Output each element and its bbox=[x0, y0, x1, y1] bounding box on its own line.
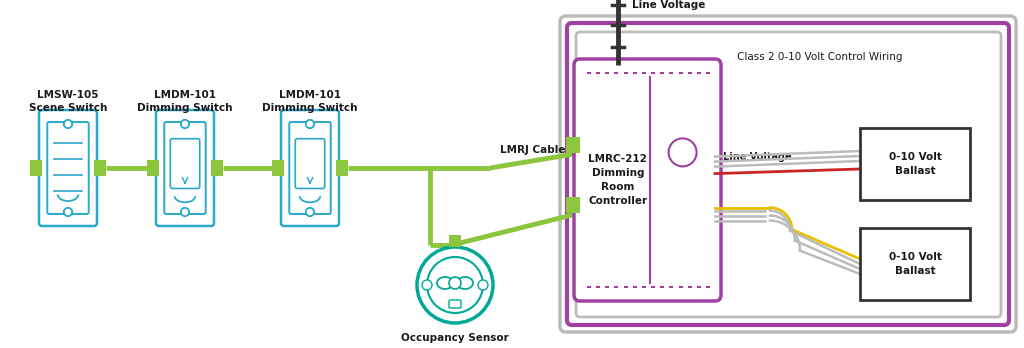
FancyBboxPatch shape bbox=[281, 110, 339, 226]
Text: Line Voltage: Line Voltage bbox=[723, 151, 792, 161]
FancyBboxPatch shape bbox=[560, 16, 1016, 332]
Circle shape bbox=[422, 280, 432, 290]
Text: LMDM-101: LMDM-101 bbox=[279, 90, 341, 100]
FancyBboxPatch shape bbox=[336, 160, 348, 176]
Text: LMSW-105: LMSW-105 bbox=[37, 90, 98, 100]
Circle shape bbox=[669, 139, 696, 166]
FancyBboxPatch shape bbox=[566, 197, 580, 213]
Text: Dimming Switch: Dimming Switch bbox=[262, 103, 357, 113]
FancyBboxPatch shape bbox=[295, 139, 325, 189]
FancyBboxPatch shape bbox=[170, 139, 200, 189]
Circle shape bbox=[181, 208, 189, 216]
FancyBboxPatch shape bbox=[39, 110, 97, 226]
FancyBboxPatch shape bbox=[575, 32, 1001, 317]
FancyBboxPatch shape bbox=[94, 160, 106, 176]
FancyBboxPatch shape bbox=[567, 23, 1009, 325]
Text: LMRJ Cables: LMRJ Cables bbox=[500, 145, 571, 155]
Circle shape bbox=[306, 208, 314, 216]
Circle shape bbox=[63, 120, 72, 128]
FancyBboxPatch shape bbox=[449, 300, 461, 308]
Circle shape bbox=[449, 277, 461, 289]
Text: Occupancy Sensor: Occupancy Sensor bbox=[401, 333, 509, 343]
Text: Class 2 0-10 Volt Control Wiring: Class 2 0-10 Volt Control Wiring bbox=[737, 52, 903, 62]
Text: Line Voltage: Line Voltage bbox=[632, 0, 706, 10]
FancyBboxPatch shape bbox=[860, 128, 970, 200]
FancyBboxPatch shape bbox=[449, 235, 461, 247]
FancyBboxPatch shape bbox=[289, 122, 331, 214]
Text: LMRC-212
Dimming
Room
Controller: LMRC-212 Dimming Room Controller bbox=[588, 154, 647, 206]
Text: Dimming Switch: Dimming Switch bbox=[137, 103, 232, 113]
FancyBboxPatch shape bbox=[574, 59, 721, 301]
FancyBboxPatch shape bbox=[860, 228, 970, 300]
FancyBboxPatch shape bbox=[147, 160, 159, 176]
Text: LMDM-101: LMDM-101 bbox=[154, 90, 216, 100]
Text: 0-10 Volt
Ballast: 0-10 Volt Ballast bbox=[889, 252, 941, 276]
FancyBboxPatch shape bbox=[156, 110, 214, 226]
FancyBboxPatch shape bbox=[566, 137, 580, 153]
FancyBboxPatch shape bbox=[30, 160, 42, 176]
FancyBboxPatch shape bbox=[164, 122, 206, 214]
Circle shape bbox=[181, 120, 189, 128]
Circle shape bbox=[417, 247, 493, 323]
Circle shape bbox=[478, 280, 488, 290]
Circle shape bbox=[306, 120, 314, 128]
FancyBboxPatch shape bbox=[47, 122, 89, 214]
Text: 0-10 Volt
Ballast: 0-10 Volt Ballast bbox=[889, 152, 941, 176]
FancyBboxPatch shape bbox=[211, 160, 223, 176]
Circle shape bbox=[63, 208, 72, 216]
FancyBboxPatch shape bbox=[272, 160, 284, 176]
Circle shape bbox=[427, 257, 483, 313]
Text: Scene Switch: Scene Switch bbox=[29, 103, 108, 113]
